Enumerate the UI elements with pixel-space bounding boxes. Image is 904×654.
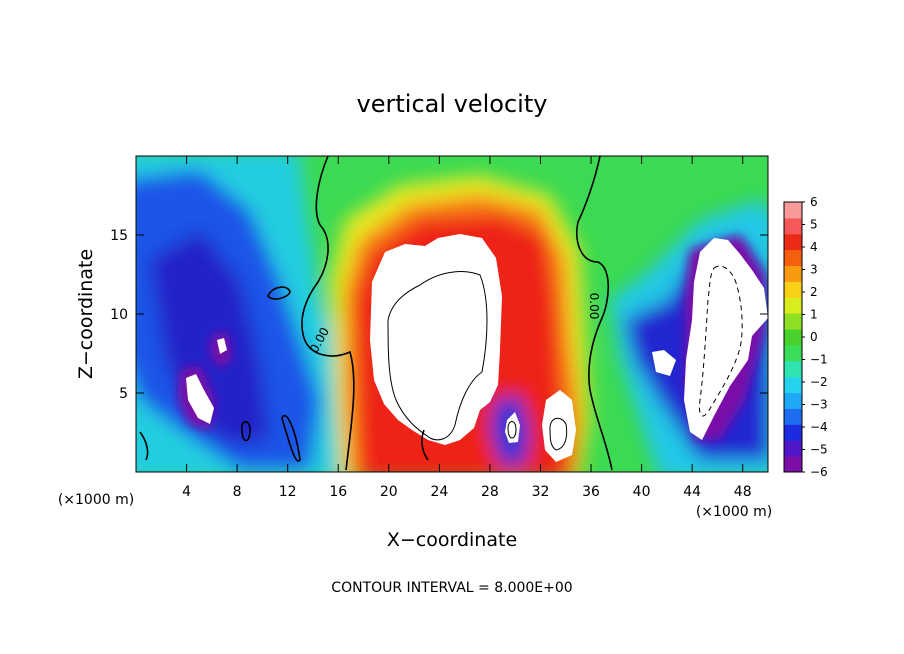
colorbar-tick-label: −5 bbox=[810, 443, 828, 457]
x-unit-label-left: (×1000 m) bbox=[58, 492, 134, 508]
colorbar-tick-label: −6 bbox=[810, 465, 828, 479]
contour-interval-text: CONTOUR INTERVAL = 8.000E+00 bbox=[331, 580, 572, 596]
colorbar-tick-label: 0 bbox=[810, 330, 818, 344]
colorbar-swatch bbox=[784, 217, 802, 235]
colorbar-tick-label: −3 bbox=[810, 398, 828, 412]
x-tick-label: 12 bbox=[279, 484, 297, 500]
x-axis-title: X−coordinate bbox=[387, 529, 517, 551]
heatmap-field bbox=[136, 156, 768, 472]
colorbar-swatch bbox=[784, 313, 802, 330]
colorbar-swatch bbox=[784, 392, 802, 409]
x-tick-label: 8 bbox=[233, 484, 242, 500]
colorbar-tick-label: 4 bbox=[810, 240, 818, 254]
x-ticks: 4 8 12 16 20 24 28 32 36 40 44 48 bbox=[182, 156, 752, 500]
positive-contour-core bbox=[387, 271, 488, 441]
colorbar-tick-label: 6 bbox=[810, 195, 818, 209]
colorbar-swatch bbox=[784, 297, 802, 314]
y-tick-label: 15 bbox=[110, 228, 128, 244]
right-core-offscale bbox=[684, 238, 768, 440]
left-offscale-c bbox=[217, 338, 227, 354]
colorbar-swatch bbox=[784, 360, 802, 378]
zero-contour-island-a bbox=[267, 286, 291, 300]
positive-contour-bubble bbox=[549, 417, 568, 451]
colorbar-tick-label: −4 bbox=[810, 420, 828, 434]
contour-label-right: 0.00 bbox=[587, 293, 601, 320]
colorbar-swatch bbox=[784, 424, 802, 441]
colorbar-swatch bbox=[784, 456, 802, 473]
zero-contour-island-b bbox=[240, 420, 251, 442]
zero-contour-left bbox=[301, 156, 355, 471]
positive-contour-bubble-b bbox=[507, 421, 517, 439]
colorbar-swatch bbox=[784, 329, 802, 346]
zero-contour-island-c bbox=[139, 431, 149, 461]
colorbar-swatch bbox=[784, 376, 802, 394]
zero-contour-island-d bbox=[281, 415, 301, 462]
colorbar-tick-label: −1 bbox=[810, 353, 828, 367]
x-tick-label: 4 bbox=[182, 484, 191, 500]
x-tick-label: 48 bbox=[734, 484, 752, 500]
colorbar-swatch bbox=[784, 265, 802, 282]
x-tick-label: 16 bbox=[329, 484, 347, 500]
x-tick-label: 36 bbox=[582, 484, 600, 500]
colorbar-swatch bbox=[784, 344, 802, 362]
colorbar-tick-label: 2 bbox=[810, 285, 818, 299]
x-tick-label: 40 bbox=[633, 484, 651, 500]
chart-title: vertical velocity bbox=[357, 90, 548, 118]
colorbar: 6 5 4 3 2 1 0 −1 −2 −3 −4 −5 −6 bbox=[783, 195, 828, 479]
left-offscale-a bbox=[186, 374, 214, 424]
colorbar-tick-label: 1 bbox=[810, 308, 818, 322]
negative-contour-right bbox=[699, 265, 743, 417]
y-tick-label: 5 bbox=[119, 386, 128, 402]
colorbar-swatch bbox=[784, 249, 802, 267]
x-tick-label: 44 bbox=[683, 484, 701, 500]
colorbar-swatch bbox=[784, 281, 802, 298]
bubble-offscale-a bbox=[542, 390, 576, 462]
colorbar-tick-label: 5 bbox=[810, 218, 818, 232]
colorbar-swatch bbox=[784, 202, 802, 219]
y-tick-label: 10 bbox=[110, 307, 128, 323]
y-axis-title: Z−coordinate bbox=[75, 249, 97, 379]
x-tick-label: 20 bbox=[380, 484, 398, 500]
colorbar-swatch bbox=[784, 233, 802, 251]
left-downdraft-deep bbox=[150, 230, 270, 445]
colorbar-swatch bbox=[784, 440, 802, 457]
x-tick-label: 28 bbox=[481, 484, 499, 500]
colorbar-tick-label: 3 bbox=[810, 263, 818, 277]
zero-contour-right bbox=[576, 156, 613, 471]
y-ticks: 5 10 15 bbox=[110, 228, 768, 402]
zero-contour-island-e bbox=[421, 429, 429, 461]
left-offscale-b bbox=[652, 350, 676, 376]
x-tick-label: 24 bbox=[430, 484, 448, 500]
x-tick-label: 32 bbox=[532, 484, 550, 500]
colorbar-tick-label: −2 bbox=[810, 375, 828, 389]
updraft-core-offscale bbox=[370, 234, 502, 445]
contour-lines bbox=[139, 156, 743, 471]
colorbar-swatch bbox=[784, 408, 802, 425]
x-unit-label-right: (×1000 m) bbox=[696, 504, 772, 520]
